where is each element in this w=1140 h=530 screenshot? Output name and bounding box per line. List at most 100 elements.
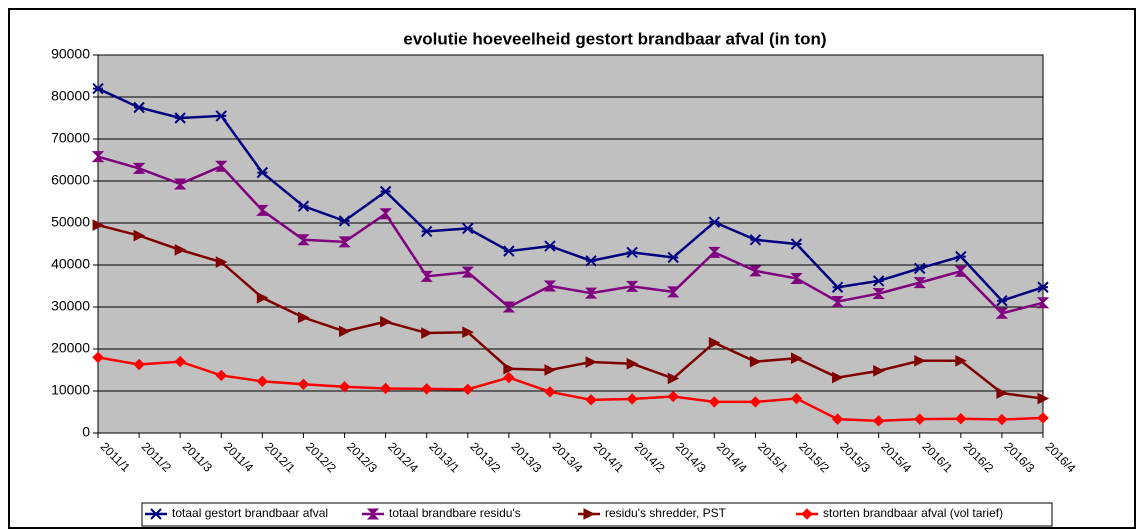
data-point [913,277,926,289]
data-point [955,354,967,367]
legend-label: totaal gestort brandbaar afval [172,506,328,520]
legend-label: storten brandbaar afval (vol tarief) [823,506,1003,520]
data-point [420,225,433,238]
data-point [339,325,351,338]
data-point [872,275,885,287]
y-tick-label: 30000 [51,298,90,314]
legend-label: totaal brandbare residu's [389,506,521,520]
data-point [174,355,186,368]
data-point [338,381,351,393]
data-point [749,265,762,277]
data-point [708,396,721,408]
data-point [954,265,968,277]
data-point [1037,412,1049,424]
data-point [585,394,597,406]
data-point [503,362,515,375]
data-point [503,245,515,257]
y-tick-label: 90000 [51,46,90,62]
data-point [914,413,926,425]
data-point [708,216,721,228]
legend-marker [150,508,162,520]
data-point [502,301,516,313]
data-point [133,229,146,242]
data-point [92,219,105,231]
y-tick-label: 10000 [51,382,90,398]
data-point [380,315,392,328]
data-point [256,291,269,304]
data-point [625,280,639,292]
data-point [790,392,803,405]
data-point [421,327,433,339]
data-point [544,364,557,376]
data-point [462,222,474,235]
data-point [585,255,597,267]
data-point [338,236,351,248]
data-point [955,413,967,425]
data-point [133,358,145,371]
data-point [544,386,556,398]
data-point [297,200,310,212]
data-point [462,326,474,339]
data-point [174,112,186,124]
data-point [626,393,638,405]
data-point [749,234,762,246]
data-point [626,246,638,259]
data-point [708,336,721,349]
data-point [584,287,598,299]
data-point [995,307,1009,319]
data-point [749,396,762,408]
data-point [873,365,885,377]
data-point [914,354,926,367]
legend-marker [583,508,596,520]
data-point [1037,281,1049,293]
data-point [297,234,310,246]
data-point [872,415,885,427]
data-point [667,286,680,298]
data-point [914,262,926,275]
data-point [379,382,392,395]
data-point [133,101,145,114]
data-point [667,390,679,403]
data-point [91,151,105,163]
series-line [97,155,1044,315]
data-point [585,356,598,368]
y-tick-label: 20000 [51,340,90,356]
data-point [543,280,557,292]
data-point [297,311,310,324]
data-point [749,355,762,368]
y-tick-label: 70000 [51,130,90,146]
data-point [708,246,721,258]
data-point [174,244,187,256]
data-point [420,383,433,395]
data-point [92,82,104,95]
data-point [173,178,187,190]
data-point [462,383,474,396]
data-point [996,413,1008,426]
series-line [97,223,1044,400]
data-point [790,352,803,365]
series-line [97,87,1044,303]
data-point [420,270,433,282]
data-point [667,251,679,264]
data-point [872,288,885,300]
data-point [215,110,227,122]
data-point [996,387,1009,399]
data-point [832,371,844,384]
data-point [831,281,844,293]
legend-marker [801,508,813,520]
y-tick-label: 40000 [51,256,90,272]
data-point [338,215,351,227]
data-point [256,166,269,179]
legend-label: residu's shredder, PST [605,506,727,520]
data-point [461,266,474,278]
data-point [379,208,392,220]
data-point [215,256,228,268]
data-point [256,375,269,388]
y-tick-label: 60000 [51,172,90,188]
plot-area [97,54,1044,434]
data-point [92,351,104,364]
y-tick-label: 80000 [51,88,90,104]
series-line [97,356,1044,423]
data-point [790,272,803,284]
data-point [626,357,639,370]
